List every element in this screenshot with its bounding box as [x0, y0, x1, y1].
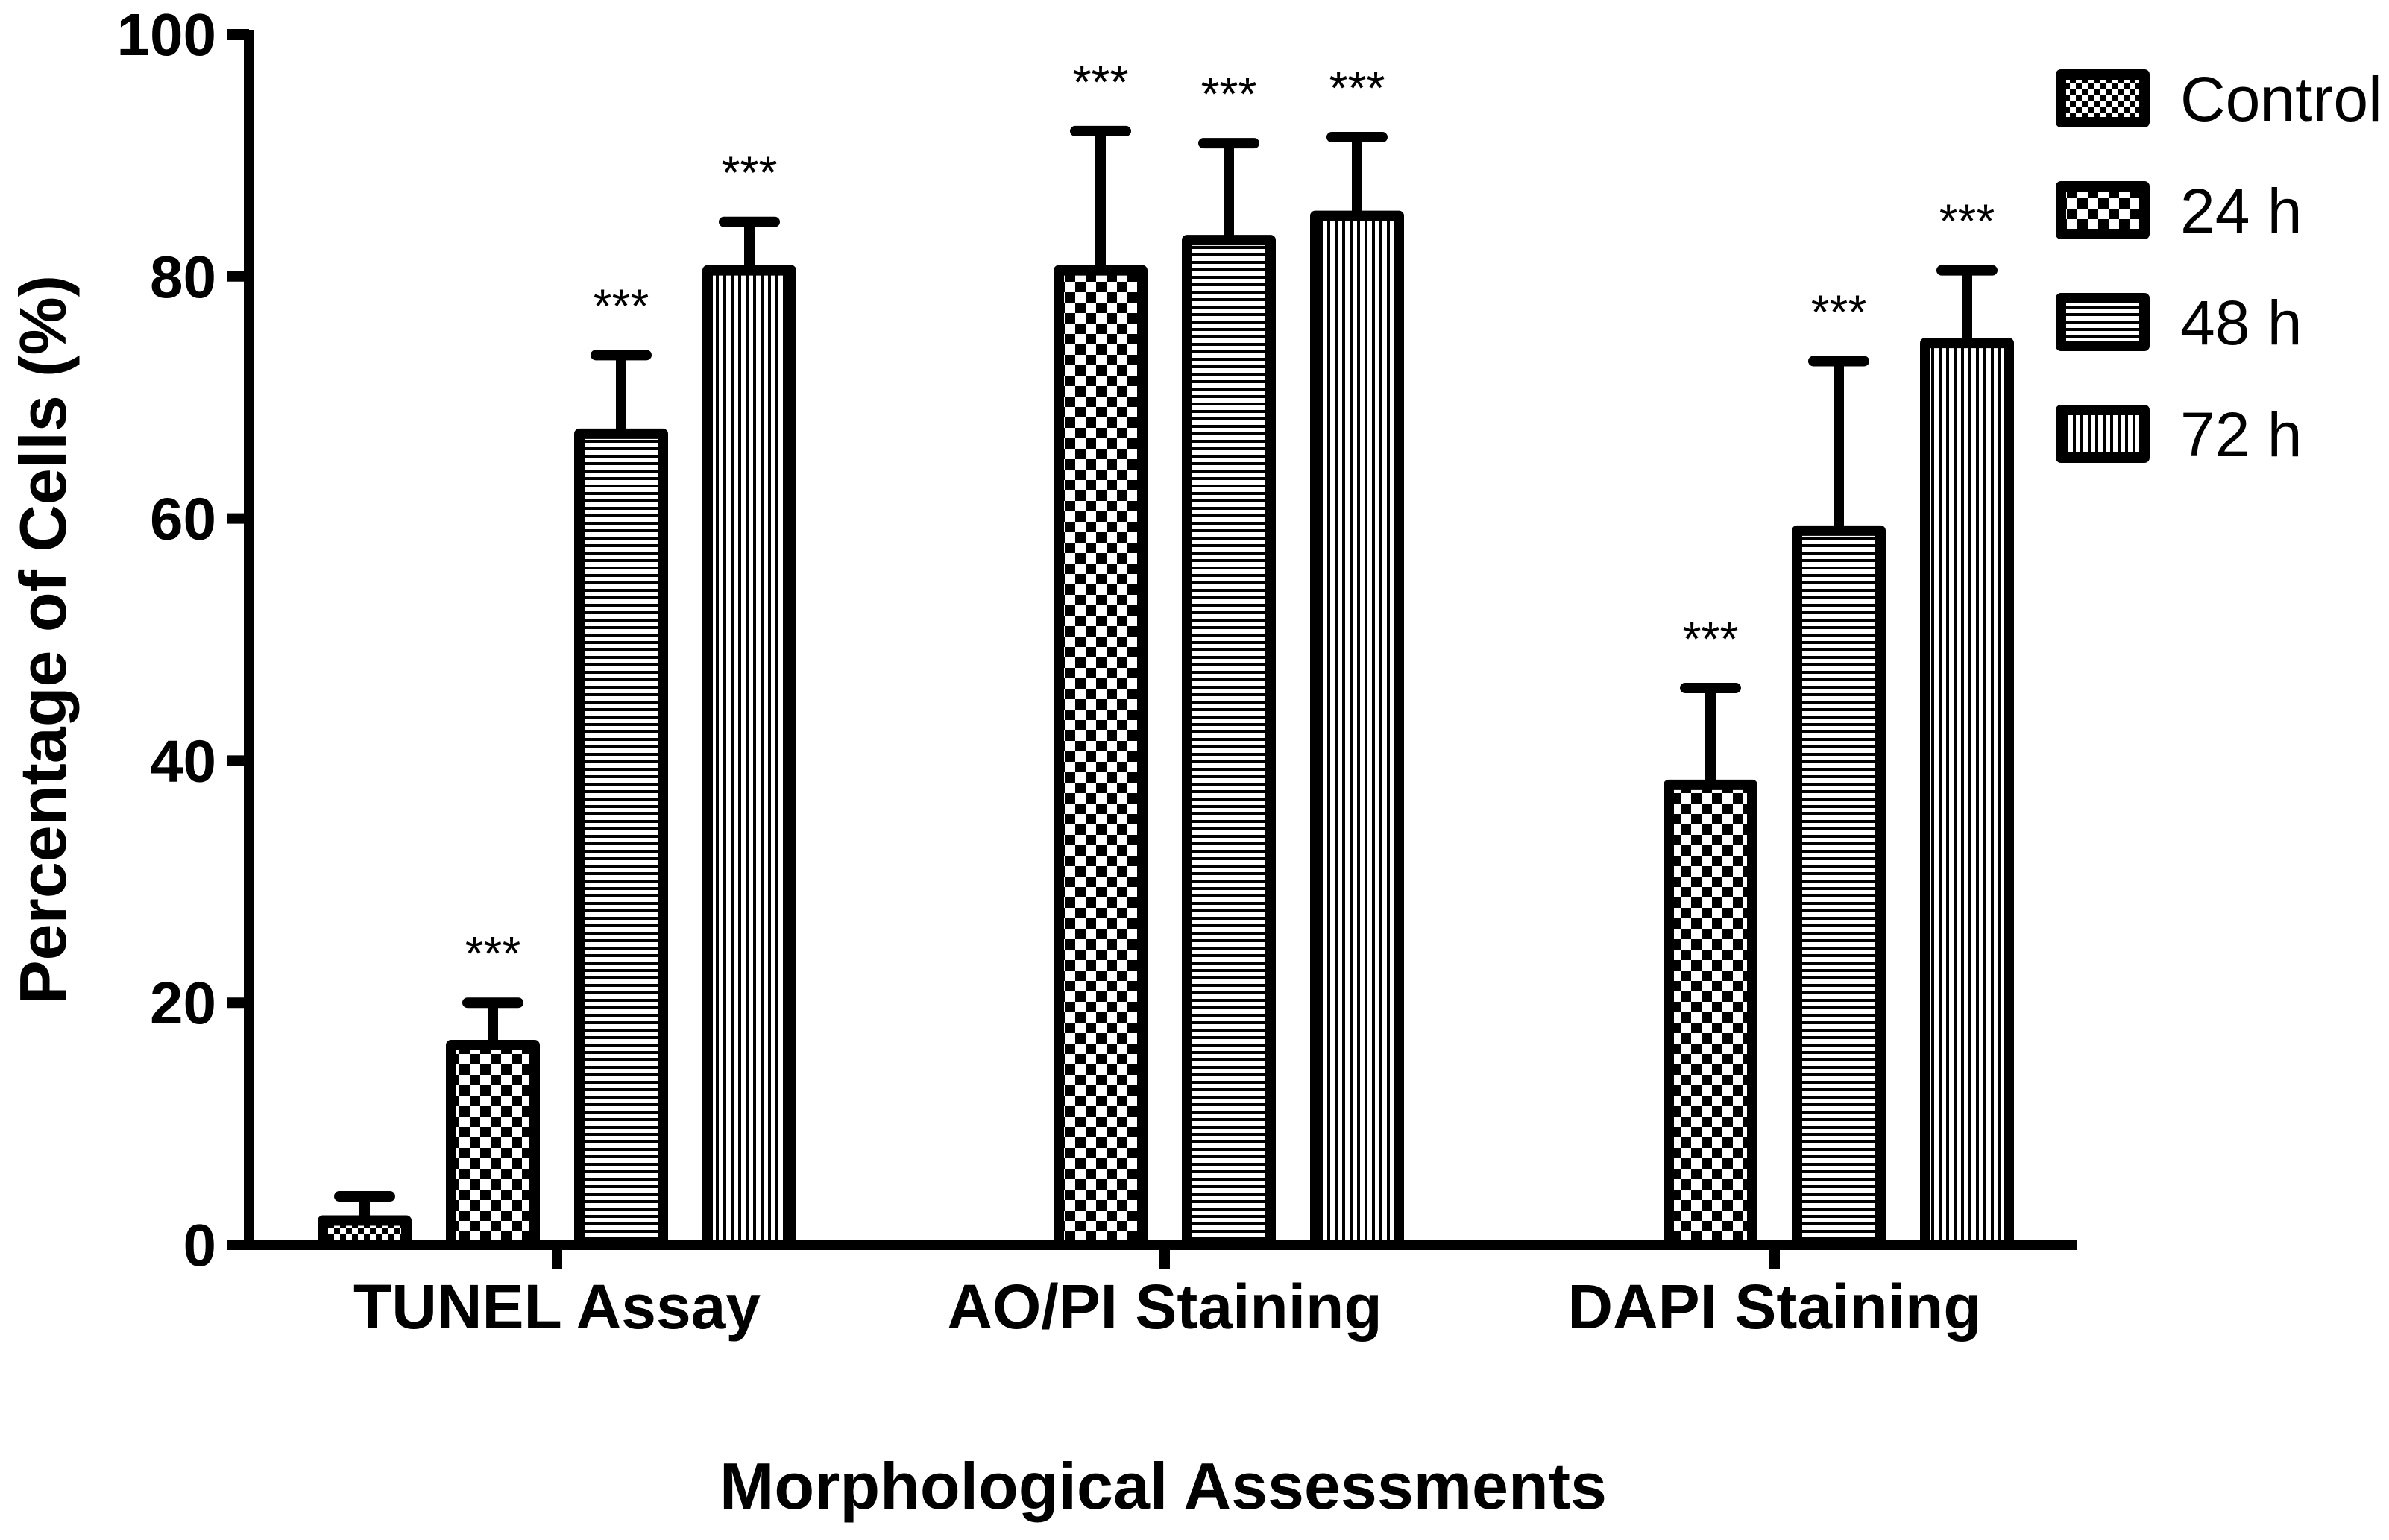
y-tick-label: 60 [150, 486, 216, 552]
significance-label: *** [722, 146, 778, 200]
y-tick-label: 0 [183, 1212, 217, 1278]
significance-label: *** [1683, 612, 1739, 666]
significance-label: *** [1939, 195, 1995, 248]
y-tick-label: 80 [150, 244, 216, 310]
bar-48-h [1182, 235, 1276, 1251]
legend-label-24-h: 24 h [2180, 176, 2303, 246]
legend-swatch-72-h [2056, 405, 2150, 463]
legend: Control 24 h 48 h 72 h [2056, 64, 2382, 470]
x-axis-title: Morphological Assessments [720, 1449, 1607, 1523]
significance-label: *** [594, 279, 649, 332]
bar-control [318, 1215, 412, 1251]
legend-label-control: Control [2180, 64, 2382, 134]
y-tick-label: 20 [150, 970, 216, 1036]
bar-48-h [574, 428, 668, 1250]
y-tick-label: 100 [117, 1, 216, 68]
legend-swatch-control [2056, 69, 2150, 127]
significance-label: *** [1073, 55, 1129, 109]
bar-48-h [1792, 525, 1886, 1250]
x-tick-label: AO/PI Staining [947, 1272, 1382, 1342]
significance-label: *** [465, 927, 521, 980]
significance-label: *** [1811, 285, 1867, 338]
bar-72-h [702, 265, 796, 1250]
bar-24-h [1664, 779, 1757, 1250]
legend-label-48-h: 48 h [2180, 288, 2303, 358]
significance-label: *** [1329, 61, 1385, 115]
significance-label: *** [1201, 67, 1257, 121]
bar-72-h [1920, 338, 2014, 1250]
bar-72-h [1310, 210, 1404, 1251]
bars [318, 125, 2014, 1251]
legend-label-72-h: 72 h [2180, 400, 2303, 470]
axes: 0 20 40 60 80 100 TUNEL Assay AO/PI Staining DAP… [117, 1, 2077, 1342]
legend-swatch-24-h [2056, 181, 2150, 239]
y-axis-title: Percentage of Cells (%) [6, 275, 80, 1004]
y-tick-label: 40 [150, 728, 216, 794]
legend-swatch-48-h [2056, 293, 2150, 351]
x-tick-label: TUNEL Assay [353, 1272, 761, 1342]
bar-24-h [1054, 265, 1148, 1250]
labels: Morphological Assessments Percentage of C… [6, 55, 1995, 1523]
x-tick-label: DAPI Staining [1567, 1272, 1981, 1342]
bar-24-h [446, 1040, 540, 1251]
